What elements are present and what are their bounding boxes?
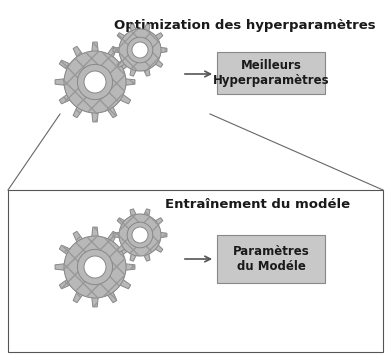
Circle shape [127, 37, 153, 63]
Circle shape [119, 29, 161, 71]
Polygon shape [113, 24, 167, 76]
Circle shape [77, 249, 113, 285]
Text: Meilleurs
Hyperparamètres: Meilleurs Hyperparamètres [213, 59, 329, 87]
FancyBboxPatch shape [217, 52, 325, 94]
Circle shape [64, 51, 126, 113]
Polygon shape [55, 227, 135, 307]
Text: Entraînement du modéle: Entraînement du modéle [165, 198, 351, 210]
Circle shape [84, 71, 106, 93]
Polygon shape [55, 42, 135, 122]
Text: Paramètres
du Modéle: Paramètres du Modéle [233, 245, 309, 273]
Circle shape [64, 236, 126, 298]
Circle shape [132, 227, 148, 243]
Circle shape [84, 256, 106, 278]
FancyBboxPatch shape [8, 190, 383, 352]
Circle shape [77, 64, 113, 100]
Circle shape [127, 222, 153, 248]
Circle shape [132, 42, 148, 58]
Circle shape [119, 214, 161, 256]
Polygon shape [113, 209, 167, 261]
Text: Optimization des hyperparamètres: Optimization des hyperparamètres [114, 18, 376, 31]
FancyBboxPatch shape [217, 235, 325, 283]
